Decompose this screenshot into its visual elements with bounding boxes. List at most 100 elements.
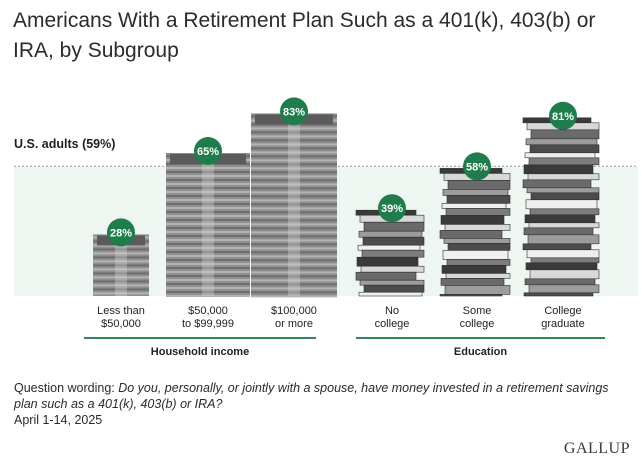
bill-layer [251, 167, 337, 170]
category-label-line: to $99,999 [182, 318, 234, 330]
book [530, 129, 600, 140]
book [441, 265, 507, 274]
book [529, 208, 600, 216]
bill-layer [166, 207, 250, 209]
bill-layer [166, 247, 250, 249]
category-label-line: or more [275, 318, 313, 330]
category-label-line: $50,000 [101, 318, 141, 330]
bill-layer [166, 243, 250, 245]
bill-layer [251, 207, 337, 210]
book [447, 243, 511, 251]
bill-layer [251, 251, 337, 254]
bill-layer [251, 171, 337, 174]
bill-layer [251, 223, 337, 226]
bill-layer [251, 295, 337, 298]
bill-layer [251, 267, 337, 270]
book [446, 259, 511, 266]
book [523, 292, 594, 297]
book [524, 278, 596, 286]
category-label: Less than $50,000 [76, 305, 166, 331]
book [525, 138, 598, 146]
bill-band [202, 153, 214, 296]
book [439, 294, 503, 297]
bill-layer [93, 248, 149, 251]
bill-layer [166, 291, 250, 293]
reference-label: U.S. adults (59%) [14, 137, 116, 151]
category-label: $100,000 or more [249, 305, 339, 331]
bill-layer [251, 159, 337, 162]
book [442, 189, 509, 196]
bill-layer [166, 223, 250, 225]
bill-layer [93, 252, 149, 255]
bill-layer [166, 287, 250, 289]
bill-layer [251, 231, 337, 234]
money-stack-bar [166, 153, 250, 297]
bill-layer [251, 199, 337, 202]
book [527, 234, 600, 245]
category-label-line: Less than [97, 305, 145, 317]
category-label: Some college [432, 305, 522, 331]
bill-layer [251, 291, 337, 294]
bill-layer [251, 147, 337, 150]
category-label: College graduate [518, 305, 608, 331]
bill-layer [251, 179, 337, 182]
bill-layer [166, 215, 250, 217]
value-badge [378, 194, 406, 223]
value-badge [194, 137, 222, 165]
book [445, 273, 511, 279]
question-prefix: Question wording: [14, 381, 119, 395]
bill-layer [166, 171, 250, 173]
bill-layer [93, 276, 149, 279]
bill-layer [251, 175, 337, 178]
book [440, 278, 505, 286]
bill-layer [166, 227, 250, 229]
bill-layer [166, 179, 250, 181]
bill-layer [166, 195, 250, 197]
book [526, 249, 600, 259]
bill-layer [93, 288, 149, 291]
bill-layer [166, 267, 250, 269]
bill-layer [251, 143, 337, 146]
bill-band [288, 113, 300, 297]
book [522, 179, 592, 189]
bill-layer [93, 284, 149, 287]
category-label-line: $50,000 [188, 305, 228, 317]
book [525, 262, 598, 271]
group-label: Education [453, 346, 508, 358]
book [523, 164, 594, 175]
bill-layer [166, 263, 250, 265]
category-label-line: College [544, 305, 582, 317]
bill-layer [251, 195, 337, 198]
value-badge [280, 97, 308, 126]
value-badge [549, 101, 577, 130]
bill-layer [93, 272, 149, 275]
bill-layer [166, 203, 250, 205]
bill-layer [251, 279, 337, 282]
book [355, 271, 417, 281]
book [529, 269, 600, 280]
category-label-line: No [384, 305, 400, 317]
bill-layer [251, 135, 337, 138]
bill-layer [166, 199, 250, 201]
data-label: 39% [381, 203, 403, 215]
bill-layer [93, 292, 149, 295]
bill-layer [251, 191, 337, 194]
value-badge [463, 152, 491, 181]
money-stack-bar [251, 113, 337, 298]
gallup-logo: GALLUP [563, 440, 630, 457]
bill-layer [166, 183, 250, 185]
data-label: 81% [552, 111, 574, 123]
book [359, 279, 425, 286]
book [356, 256, 419, 267]
bill-layer [251, 283, 337, 286]
bill-layer [251, 211, 337, 214]
book [528, 222, 600, 229]
book [524, 152, 596, 159]
bill-layer [251, 259, 337, 262]
bill-layer [166, 235, 250, 237]
book [361, 249, 425, 258]
book [440, 215, 505, 225]
book [528, 157, 600, 166]
bill-layer [251, 247, 337, 250]
book [523, 227, 594, 236]
